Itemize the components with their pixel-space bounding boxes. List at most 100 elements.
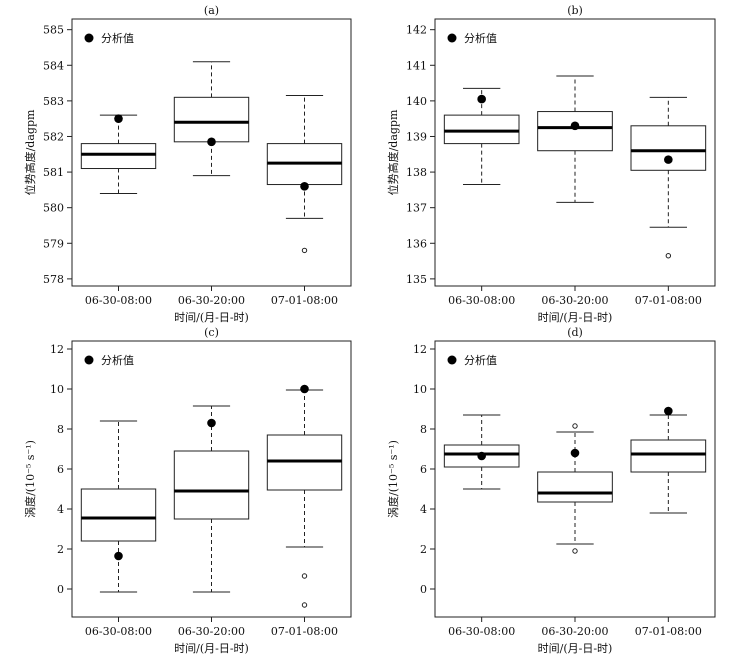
legend-marker-a [84, 33, 94, 43]
box-iqr [173, 96, 250, 143]
x-tick-label-c-1: 06-30-20:00 [178, 625, 245, 638]
x-tick-label-b-0: 06-30-08:00 [448, 294, 515, 307]
legend-label-b: 分析值 [464, 31, 497, 45]
y-tick-label-b-4: 138 [406, 166, 427, 179]
y-tick-label-b-6: 136 [406, 237, 427, 250]
outlier-point [572, 423, 578, 429]
analysis-point [664, 155, 673, 164]
panel-title-d: (d) [567, 326, 583, 339]
outlier-point [301, 573, 308, 579]
y-tick-label-d-3: 6 [420, 463, 427, 476]
analysis-point [570, 121, 580, 131]
box-c-1 [80, 420, 157, 593]
box-iqr [630, 439, 707, 473]
y-tick-label-c-2: 8 [57, 423, 64, 436]
x-tick-label-c-0: 06-30-08:00 [85, 625, 152, 638]
y-tick-label-c-3: 6 [57, 463, 64, 476]
y-tick-label-c-0: 12 [50, 343, 64, 356]
box-b-2 [537, 75, 613, 203]
panel-a: (a) 585 584 583 582 581 580 579 578 位势高度/dagpm 06-… [23, 4, 352, 324]
analysis-point [570, 448, 580, 458]
box-d-1 [443, 414, 520, 490]
box-b-1 [443, 87, 520, 186]
box-iqr [80, 143, 157, 170]
box-iqr [443, 114, 520, 145]
y-tick-label-b-0: 142 [406, 24, 427, 37]
y-tick-label-c-4: 4 [57, 503, 64, 516]
outlier-point [572, 548, 578, 554]
y-tick-label-c-5: 2 [57, 543, 64, 556]
y-tick-label-a-4: 581 [43, 166, 64, 179]
box-iqr [80, 488, 157, 542]
panel-title-a: (a) [204, 4, 219, 17]
box-a-1 [80, 114, 157, 194]
y-tick-label-d-1: 10 [413, 383, 427, 396]
x-axis-title-c: 时间/(月-日-时) [174, 642, 249, 655]
analysis-point [664, 406, 673, 416]
panel-b: (b) 142 141 140 139 138 137 136 135 位势高度/dagpm 06-… [386, 4, 716, 324]
y-tick-label-b-7: 135 [406, 273, 427, 286]
box-c-2 [173, 405, 250, 593]
y-axis-title-c: 涡度/(10⁻⁵ s⁻¹) [23, 440, 37, 518]
panel-d: (d) 12 10 8 6 4 2 0 涡度/(10⁻⁵ s⁻¹) 06-30-08:00 06-3… [386, 326, 716, 655]
y-tick-label-b-1: 141 [406, 59, 427, 72]
y-axis-title-b: 位势高度/dagpm [386, 109, 400, 195]
y-tick-label-b-2: 140 [406, 95, 427, 108]
analysis-point [114, 551, 123, 561]
outlier-point [301, 247, 308, 254]
analysis-point [114, 114, 123, 123]
x-tick-label-b-2: 07-01-08:00 [635, 294, 702, 307]
legend-label-a: 分析值 [101, 31, 134, 45]
y-tick-label-c-6: 0 [57, 583, 64, 596]
y-tick-label-a-1: 584 [43, 59, 64, 72]
analysis-point [207, 137, 216, 147]
y-axis-title-a: 位势高度/dagpm [23, 109, 37, 195]
y-tick-label-a-0: 585 [43, 24, 64, 37]
outlier-point [301, 602, 308, 608]
analysis-point [300, 384, 309, 394]
x-tick-label-b-1: 06-30-20:00 [541, 294, 608, 307]
x-tick-label-d-1: 06-30-20:00 [541, 625, 608, 638]
y-axis-title-d: 涡度/(10⁻⁵ s⁻¹) [386, 440, 400, 518]
x-tick-label-a-1: 06-30-20:00 [178, 294, 245, 307]
box-a-3 [266, 95, 343, 254]
box-c-3 [266, 384, 343, 608]
legend-label-c: 分析值 [101, 353, 134, 367]
legend-marker-c [84, 355, 94, 365]
y-tick-label-d-2: 8 [420, 423, 427, 436]
y-tick-label-d-4: 4 [420, 503, 427, 516]
y-tick-label-a-7: 578 [43, 273, 64, 286]
legend-label-d: 分析值 [464, 353, 497, 367]
panel-title-b: (b) [567, 4, 583, 17]
box-d-2 [537, 423, 613, 554]
analysis-point [477, 451, 486, 461]
x-tick-label-d-2: 07-01-08:00 [635, 625, 702, 638]
y-tick-label-d-0: 12 [413, 343, 427, 356]
y-tick-label-c-1: 10 [50, 383, 64, 396]
x-axis-title-d: 时间/(月-日-时) [538, 642, 613, 655]
y-tick-label-a-5: 580 [43, 202, 64, 215]
x-tick-label-a-0: 06-30-08:00 [85, 294, 152, 307]
y-tick-label-a-6: 579 [43, 237, 64, 250]
legend-marker-d [447, 355, 457, 365]
x-axis-title-a: 时间/(月-日-时) [174, 311, 249, 324]
x-axis-title-b: 时间/(月-日-时) [538, 311, 613, 324]
y-tick-label-b-5: 137 [406, 202, 427, 215]
box-iqr [537, 471, 613, 503]
box-a-2 [173, 61, 250, 177]
y-tick-label-a-3: 582 [43, 130, 64, 143]
x-tick-label-a-2: 07-01-08:00 [271, 294, 338, 307]
panel-title-c: (c) [204, 326, 219, 339]
y-tick-label-d-5: 2 [420, 543, 427, 556]
box-iqr [173, 450, 250, 520]
x-tick-label-d-0: 06-30-08:00 [448, 625, 515, 638]
box-d-3 [630, 406, 707, 514]
box-iqr [537, 111, 613, 152]
analysis-point [207, 418, 216, 428]
y-tick-label-a-2: 583 [43, 95, 64, 108]
outlier-point [665, 253, 672, 259]
x-tick-label-c-2: 07-01-08:00 [271, 625, 338, 638]
panel-c: (c) 12 10 8 6 4 2 0 涡度/(10⁻⁵ s⁻¹) 06-30-08:00 06-3… [23, 326, 352, 655]
y-tick-label-b-3: 139 [406, 130, 427, 143]
